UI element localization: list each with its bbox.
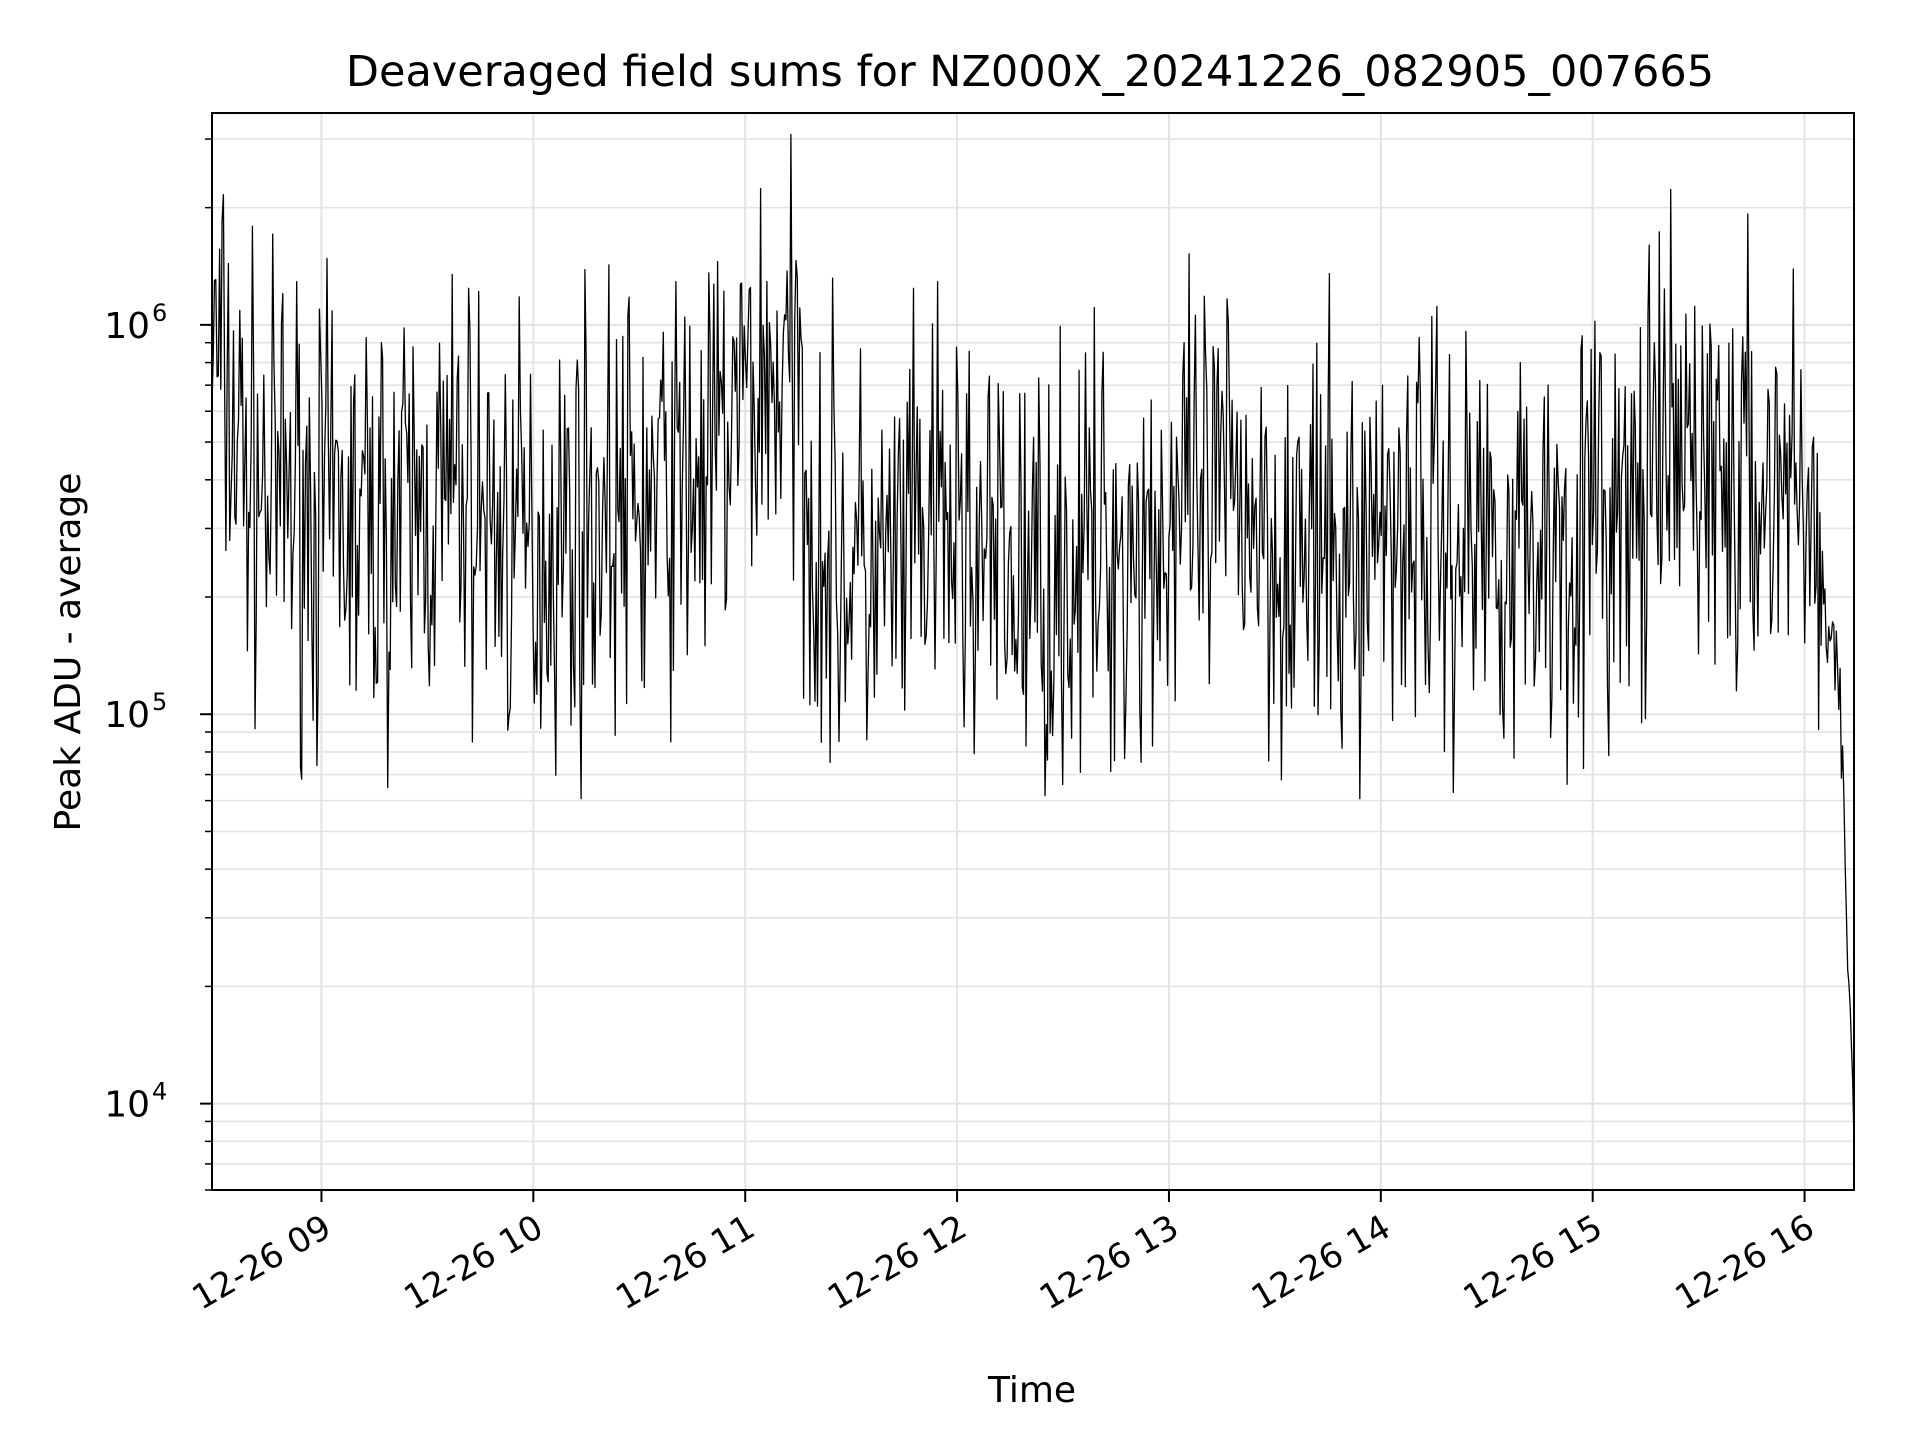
y-tick-label: 10 — [104, 1085, 150, 1126]
y-tick-exponent: 6 — [152, 299, 167, 327]
plot-frame — [211, 112, 1855, 1191]
series-layer — [211, 133, 1855, 1143]
y-tick-label: 10 — [104, 306, 150, 347]
y-tick-label: 10 — [104, 695, 150, 736]
x-axis-label: Time — [987, 1370, 1076, 1411]
series-line — [211, 133, 1855, 1143]
chart-title: Deaveraged field sums for NZ000X_2024122… — [346, 47, 1714, 97]
y-tick-exponent: 4 — [152, 1078, 167, 1106]
y-axis-label: Peak ADU - average — [48, 473, 89, 832]
y-tick-exponent: 5 — [152, 688, 167, 716]
